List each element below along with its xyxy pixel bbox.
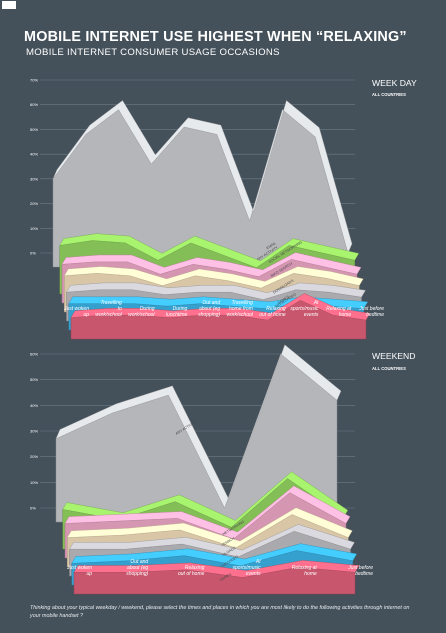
series-label: GAMES: [277, 295, 291, 306]
x-category-label: Just woken up: [63, 306, 89, 318]
series-label: GAMES: [219, 572, 233, 583]
x-category-label: Out and about (eg shopping): [126, 559, 148, 577]
series-top: [52, 100, 353, 254]
x-category-label: During lunchtime: [166, 306, 188, 318]
x-category-label: During work/school: [128, 306, 155, 318]
x-category-label: Travelling to work/school: [95, 300, 122, 318]
y-tick-label: 50%: [30, 377, 38, 382]
y-tick-label: 30%: [30, 176, 38, 181]
y-tick-label: 10%: [30, 226, 38, 231]
series-top: [64, 485, 351, 540]
x-category-label: Travelling home from work/school: [226, 300, 253, 318]
x-category-label: At sports/music events: [290, 300, 319, 318]
weekday-chart: 0% 10% 20% 30% 40% 50% 60% 70% WEEK DAY ALL COUNT…: [30, 78, 417, 340]
x-category-label: Relaxing out of home: [178, 565, 205, 577]
series-games: GAMES: [70, 293, 371, 340]
y-tick-label: 20%: [30, 201, 38, 206]
series-top: [61, 252, 362, 277]
y-tick-label: 50%: [30, 127, 38, 132]
y-tick-label: 0%: [30, 251, 36, 256]
x-category-label: Out and about (eg shopping): [198, 300, 220, 318]
x-category-label: Relaxing at home: [292, 565, 318, 577]
x-category-label: Relaxing at home: [326, 306, 352, 318]
series-top: [63, 266, 364, 289]
chart-subtitle: ALL COUNTRIES: [372, 92, 406, 97]
series-label: EMAIL: [266, 241, 277, 250]
series-top: [66, 282, 366, 300]
series-any-activity: ANY ACTIVITY: [55, 344, 342, 523]
series-top: [71, 543, 358, 567]
y-tick-label: 60%: [30, 352, 38, 357]
series-top: [70, 293, 371, 321]
y-tick-label: 20%: [30, 454, 38, 459]
page-title: MOBILE INTERNET USE HIGHEST WHEN “RELAXI…: [24, 29, 407, 45]
x-category-label: Just before bedtime: [358, 306, 384, 318]
y-tick-label: 40%: [30, 403, 38, 408]
series-top: [73, 560, 360, 578]
y-tick-label: 30%: [30, 429, 38, 434]
y-tick-label: 60%: [30, 102, 38, 107]
x-category-label: Relaxing out of home: [259, 306, 286, 318]
chart-title: WEEK DAY: [372, 78, 417, 88]
x-category-label: At sports/music events: [233, 559, 262, 577]
y-tick-label: 70%: [30, 78, 38, 83]
series-top: [66, 507, 353, 549]
series-top: [62, 471, 349, 528]
page-number-badge: [2, 1, 16, 9]
series-top: [59, 233, 360, 268]
y-tick-label: 40%: [30, 152, 38, 157]
weekend-chart: 0% 10% 20% 30% 40% 50% 60% WEEKEND ALL COUNTRIES…: [30, 344, 415, 595]
chart-subtitle: ALL COUNTRIES: [372, 366, 406, 371]
series-top: [69, 524, 355, 558]
series-games: GAMES: [73, 560, 360, 595]
x-category-label: Just before bedtime: [347, 565, 373, 577]
x-category-label: Just woken up: [66, 565, 92, 577]
series-top: [68, 296, 369, 309]
page-subtitle: MOBILE INTERNET CONSUMER USAGE OCCASIONS: [26, 47, 280, 58]
footnote: Thinking about your typical weekday / we…: [30, 605, 410, 619]
series-top: [55, 344, 342, 509]
y-tick-label: 10%: [30, 480, 38, 485]
y-tick-label: 0%: [30, 506, 36, 511]
chart-title: WEEKEND: [372, 351, 415, 361]
